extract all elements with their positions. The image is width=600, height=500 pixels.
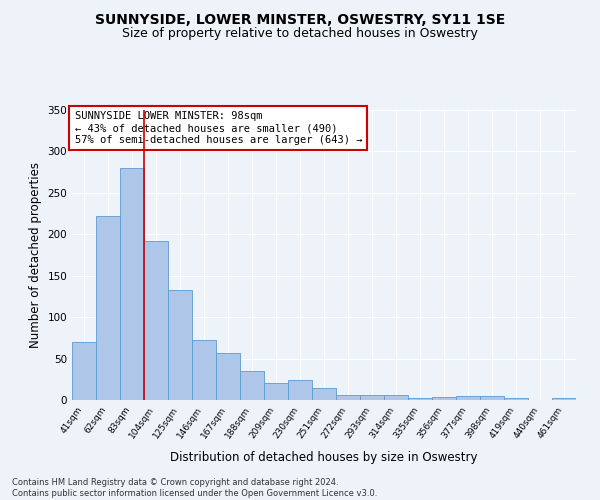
Bar xyxy=(96,216,120,400)
Bar xyxy=(168,290,192,400)
Bar xyxy=(264,382,288,400)
Bar xyxy=(504,398,528,400)
Bar xyxy=(336,395,360,400)
Bar xyxy=(216,353,240,400)
Bar xyxy=(456,396,480,400)
Bar xyxy=(120,168,144,400)
X-axis label: Distribution of detached houses by size in Oswestry: Distribution of detached houses by size … xyxy=(170,451,478,464)
Bar xyxy=(312,388,336,400)
Bar xyxy=(552,398,576,400)
Bar xyxy=(432,396,456,400)
Bar xyxy=(144,241,168,400)
Bar xyxy=(240,371,264,400)
Bar xyxy=(480,396,504,400)
Bar xyxy=(360,395,384,400)
Bar xyxy=(288,380,312,400)
Text: Contains HM Land Registry data © Crown copyright and database right 2024.
Contai: Contains HM Land Registry data © Crown c… xyxy=(12,478,377,498)
Text: SUNNYSIDE LOWER MINSTER: 98sqm
← 43% of detached houses are smaller (490)
57% of: SUNNYSIDE LOWER MINSTER: 98sqm ← 43% of … xyxy=(74,112,362,144)
Bar xyxy=(192,340,216,400)
Bar xyxy=(384,395,408,400)
Bar xyxy=(72,342,96,400)
Text: SUNNYSIDE, LOWER MINSTER, OSWESTRY, SY11 1SE: SUNNYSIDE, LOWER MINSTER, OSWESTRY, SY11… xyxy=(95,12,505,26)
Y-axis label: Number of detached properties: Number of detached properties xyxy=(29,162,42,348)
Bar xyxy=(408,398,432,400)
Text: Size of property relative to detached houses in Oswestry: Size of property relative to detached ho… xyxy=(122,28,478,40)
